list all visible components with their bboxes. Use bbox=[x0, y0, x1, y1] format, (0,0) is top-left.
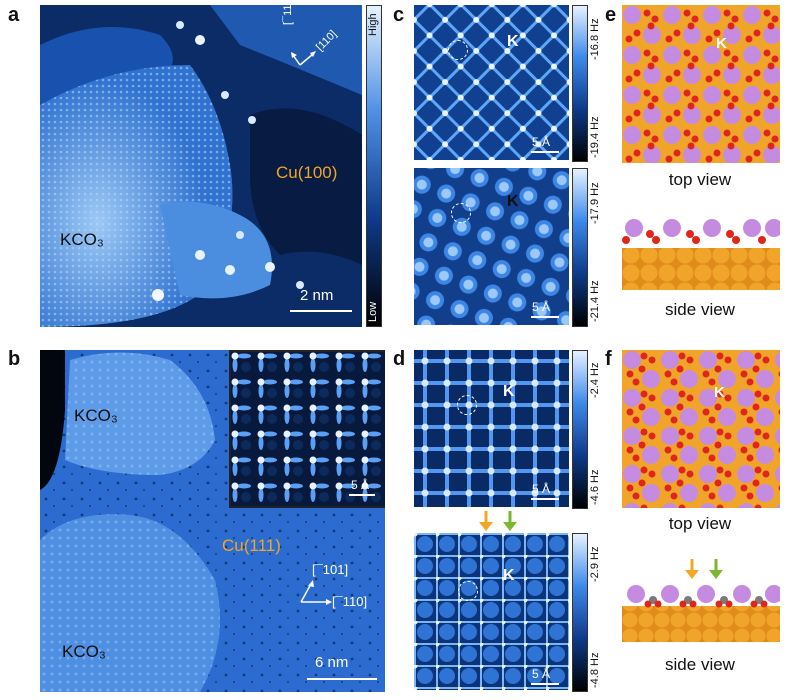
afm-image-c-bottom: K 5 Å bbox=[414, 168, 569, 325]
colorbar-d-top-min: -4.6 Hz bbox=[589, 469, 601, 505]
k-marker-d-bottom bbox=[458, 581, 478, 601]
colorbar-c-bottom-max: -17.9 Hz bbox=[589, 182, 601, 224]
scalebar-c-top bbox=[531, 151, 559, 153]
panel-letter-c: c bbox=[393, 4, 405, 26]
model-side-view-f bbox=[622, 580, 780, 642]
model-side-view-f-svg bbox=[622, 585, 780, 642]
inset-image-b: 5 Å bbox=[229, 350, 385, 508]
scalebar-a bbox=[290, 310, 352, 312]
material-label-b-bottom: KCO₃ bbox=[62, 642, 106, 661]
direction-arrows-a bbox=[291, 51, 316, 66]
scalebar-label-d-top: 5 Å bbox=[532, 482, 551, 496]
k-marker-c-top bbox=[448, 40, 468, 60]
stm-image-b: KCO₃ KCO₃ Cu(111) [¯101] [¯110] 6 nm 5 Å bbox=[40, 350, 385, 692]
inset-image-b-svg bbox=[231, 352, 385, 506]
colorbar-a-high: High bbox=[367, 13, 379, 36]
panel-letter-b: b bbox=[8, 348, 21, 370]
colorbar-d-bottom-max: -2.9 Hz bbox=[589, 546, 601, 582]
k-label-e: K bbox=[716, 35, 727, 52]
colorbar-a-low: Low bbox=[367, 301, 379, 322]
k-label-c-bottom: K bbox=[507, 193, 519, 210]
substrate-label-a: Cu(100) bbox=[276, 163, 338, 182]
model-side-view-e bbox=[622, 210, 780, 290]
caption-top-view-e: top view bbox=[668, 170, 732, 189]
direction-label-a1: [¯110] bbox=[282, 5, 294, 25]
arrows-d bbox=[479, 511, 517, 531]
material-label-b-top: KCO₃ bbox=[74, 406, 118, 425]
colorbar-c-top-min: -19.4 Hz bbox=[589, 116, 601, 158]
colorbar-c-bottom bbox=[572, 168, 588, 327]
afm-image-d-bottom-svg bbox=[414, 533, 569, 690]
model-side-view-e-svg bbox=[622, 219, 780, 290]
colorbar-d-bottom-min: -4.8 Hz bbox=[589, 652, 601, 688]
scalebar-label-c-bottom: 5 Å bbox=[532, 300, 551, 314]
panel-letter-d: d bbox=[393, 348, 406, 370]
direction-label-b2: [¯110] bbox=[332, 594, 368, 609]
scalebar-label-c-top: 5 Å bbox=[532, 135, 551, 149]
colorbar-c-bottom-min: -21.4 Hz bbox=[589, 280, 601, 322]
colorbar-a bbox=[366, 5, 382, 327]
scalebar-d-bottom bbox=[531, 683, 559, 685]
inset-scalebar-label-b: 5 Å bbox=[351, 478, 370, 492]
model-top-view-e: K bbox=[622, 5, 780, 163]
panel-letter-f: f bbox=[605, 348, 612, 370]
afm-image-d-top-svg bbox=[414, 350, 569, 507]
scalebar-label-b: 6 nm bbox=[315, 654, 349, 671]
colorbar-d-top-max: -2.4 Hz bbox=[589, 362, 601, 398]
caption-side-view-f: side view bbox=[665, 655, 735, 674]
material-label-a: KCO₃ bbox=[60, 230, 104, 249]
panel-letter-e: e bbox=[605, 4, 617, 26]
model-top-view-e-svg bbox=[622, 5, 780, 163]
k-marker-d-top bbox=[457, 395, 477, 415]
colorbar-c-top bbox=[572, 5, 588, 162]
stm-image-a: KCO₃ Cu(100) [¯110] [110] 2 nm bbox=[40, 5, 362, 327]
afm-image-c-top-svg bbox=[414, 5, 569, 160]
inset-scalebar-b bbox=[349, 494, 375, 496]
direction-label-b1: [¯101] bbox=[312, 562, 349, 577]
panel-letter-a: a bbox=[8, 4, 20, 26]
afm-image-d-top: K 5 Å bbox=[414, 350, 569, 507]
model-top-view-f-svg bbox=[622, 350, 780, 508]
k-label-c-top: K bbox=[507, 33, 519, 50]
caption-side-view-e: side view bbox=[665, 300, 735, 319]
afm-image-c-top: K 5 Å bbox=[414, 5, 569, 160]
scalebar-c-bottom bbox=[531, 316, 559, 318]
colorbar-d-top bbox=[572, 350, 588, 509]
scalebar-b bbox=[307, 678, 377, 680]
scalebar-label-a: 2 nm bbox=[300, 287, 334, 304]
model-top-view-f: K bbox=[622, 350, 780, 508]
k-marker-c-bottom bbox=[451, 203, 471, 223]
substrate-label-b: Cu(111) bbox=[222, 536, 281, 555]
afm-image-d-bottom: K 5 Å bbox=[414, 533, 569, 690]
k-label-d-top: K bbox=[503, 383, 515, 400]
caption-top-view-f: top view bbox=[668, 514, 732, 533]
stm-image-b-svg bbox=[40, 350, 385, 692]
direction-arrows-b bbox=[300, 580, 332, 605]
arrows-f bbox=[685, 559, 723, 579]
scalebar-d-top bbox=[531, 498, 559, 500]
k-label-d-bottom: K bbox=[503, 567, 515, 584]
scalebar-label-d-bottom: 5 Å bbox=[532, 667, 551, 681]
colorbar-c-top-max: -16.8 Hz bbox=[589, 18, 601, 60]
k-label-f: K bbox=[714, 384, 725, 401]
colorbar-d-bottom bbox=[572, 533, 588, 692]
afm-image-c-bottom-svg bbox=[414, 168, 569, 325]
